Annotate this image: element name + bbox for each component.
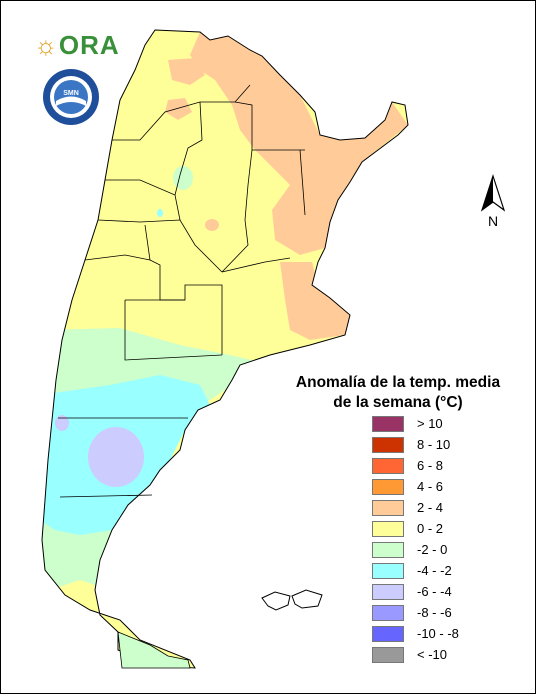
malvinas-islands [261,589,323,611]
warm-zone-northeast [190,32,408,255]
legend-title-line1: Anomalía de la temp. media [295,374,501,391]
legend-label: -2 - 0 [417,542,448,557]
svg-text:SMN: SMN [63,90,79,97]
legend-label: 6 - 8 [417,458,444,473]
legend-swatch [372,416,404,432]
legend-swatch [372,479,404,495]
legend-label: > 10 [417,416,443,431]
cold-zone-lavender [88,427,144,487]
legend-title-line2: de la semana (°C) [333,394,463,411]
legend-title: Anomalía de la temp. media de la semana … [280,373,516,413]
legend-swatch [372,500,404,516]
warm-zone-pampa [280,262,350,340]
tierra-del-fuego [117,631,191,669]
legend-swatch [372,521,404,537]
warm-zone-chaco-west [165,98,192,120]
north-arrow-icon: N [480,174,506,229]
warm-spot-cordoba [205,219,219,231]
cool-spot-tucuman [173,166,193,190]
legend-label: < -10 [417,647,447,662]
warm-zone-north [168,58,205,85]
smn-seal-logo: SMN [43,69,99,125]
province-boundaries [58,84,306,498]
legend-label: -4 - -2 [417,563,452,578]
legend-swatch [372,437,404,453]
legend-label: -8 - -6 [417,605,452,620]
country-outline [41,29,409,669]
legend-label: 2 - 4 [417,500,444,515]
legend-swatch [372,626,404,642]
legend-label: 8 - 10 [417,437,451,452]
legend-swatch [372,647,404,663]
sun-icon: ☼ [34,30,59,60]
legend-swatch [372,563,404,579]
cold-spot-west [55,415,69,431]
cool-spot-catamarca [157,209,163,217]
legend-label: 0 - 2 [417,521,444,536]
legend-swatch [372,605,404,621]
legend-label: -10 - -8 [417,626,459,641]
legend-label: -6 - -4 [417,584,452,599]
legend-swatch [372,458,404,474]
legend-label: 4 - 6 [417,479,444,494]
north-label: N [488,213,498,229]
ora-logo: ☼ORA [34,30,120,60]
legend-swatch [372,542,404,558]
legend-swatch [372,584,404,600]
